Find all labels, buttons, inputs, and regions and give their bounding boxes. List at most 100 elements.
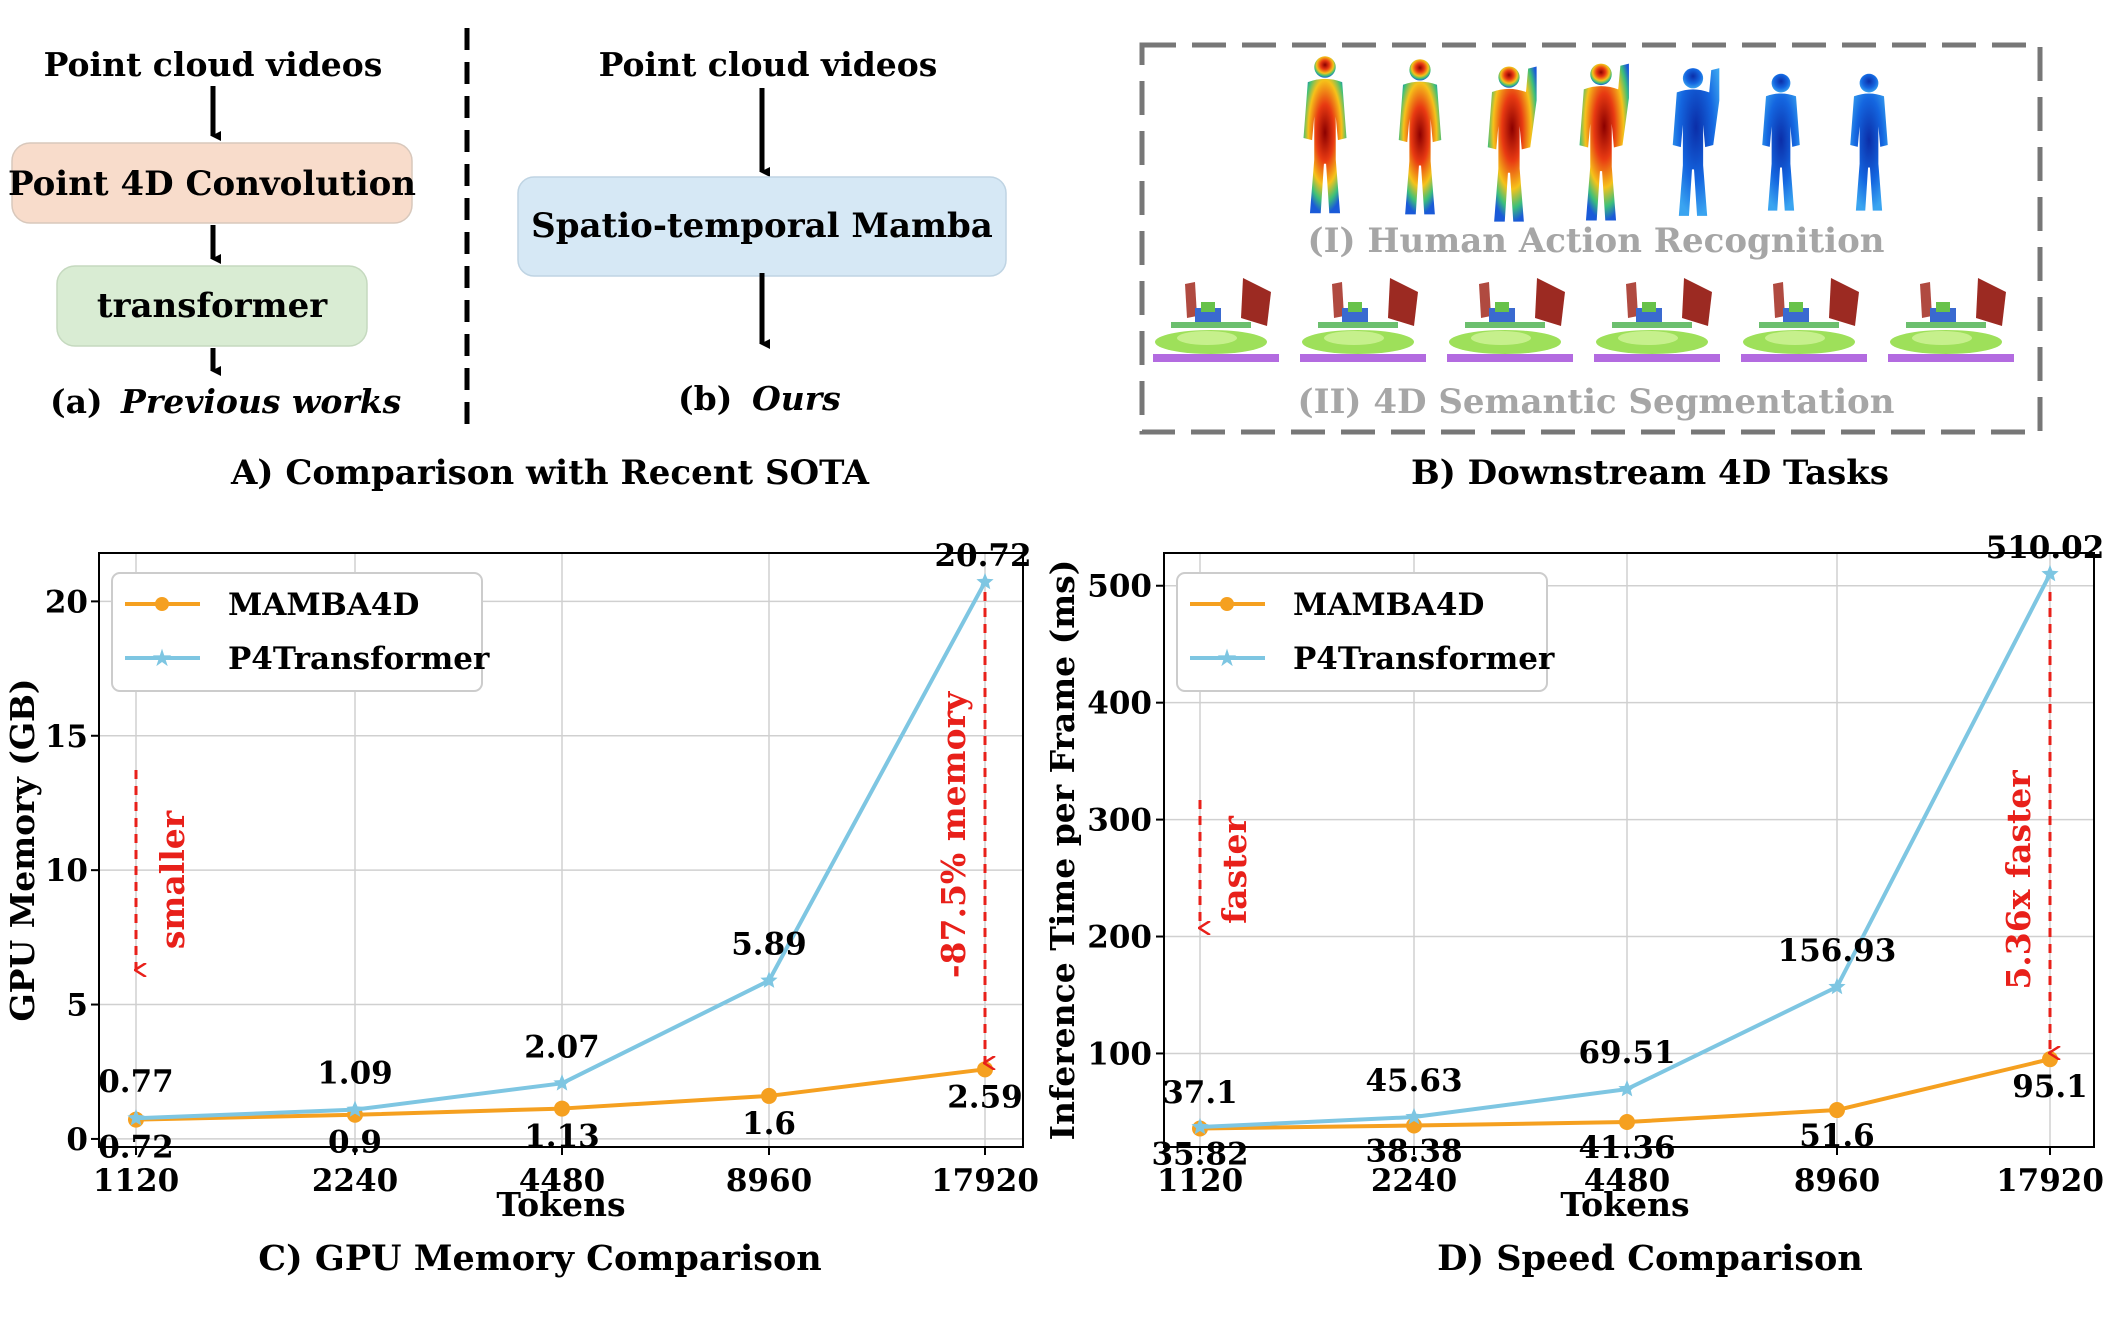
chart-d-point-p4transformer <box>1828 977 1846 995</box>
chart-d-legend-mamba-marker <box>1220 597 1234 611</box>
chart-c-legend-mamba-marker <box>155 597 169 611</box>
chart-c-data-label-p4transformer: 5.89 <box>731 927 807 963</box>
panel-a-caption: A) Comparison with Recent SOTA <box>230 453 870 493</box>
chart-c-ytick-label: 0 <box>66 1122 88 1158</box>
chart-d-ytick-label: 400 <box>1087 686 1152 722</box>
human-figure-4 <box>1579 63 1629 221</box>
chart-c-point-p4transformer <box>760 971 778 988</box>
chart-c-legend-mamba-label: MAMBA4D <box>228 587 419 623</box>
chart-c-data-label-p4transformer: 1.09 <box>317 1056 393 1092</box>
chart-d-point-mamba4d <box>1619 1114 1635 1131</box>
panel-a-right-tag: (b) <box>678 379 732 418</box>
scene-frame-1 <box>1153 278 1279 362</box>
chart-d-data-label-mamba4d: 35.82 <box>1151 1137 1248 1173</box>
chart-d-data-label-mamba4d: 51.6 <box>1799 1118 1875 1154</box>
panel-a-right-caption: Ours <box>752 379 841 418</box>
human-figure-5 <box>1672 68 1720 216</box>
chart-d-data-label-p4transformer: 510.02 <box>1986 530 2105 566</box>
chart-gpu-memory: 1120 2240 4480 8960 17920 0 5 10 15 20 0.72 0.9 1.1… <box>3 538 1039 1279</box>
chart-d-xlabel: Tokens <box>1560 1185 1689 1224</box>
panel-b-frame <box>1139 42 2043 435</box>
chart-d-point-p4transformer <box>2041 565 2059 582</box>
chart-d-xtick-label: 2240 <box>1371 1163 1457 1199</box>
chart-c-ylabel: GPU Memory (GB) <box>3 678 42 1021</box>
chart-c-point-p4transformer <box>127 1109 145 1126</box>
conv-box-label: Point 4D Convolution <box>8 164 416 204</box>
chart-d-point-mamba4d <box>1829 1102 1845 1119</box>
human-figure-3 <box>1487 66 1537 222</box>
chart-c-smaller-text: smaller <box>153 810 192 949</box>
transformer-box <box>56 265 368 347</box>
chart-c-ytick-label: 10 <box>45 853 88 889</box>
chart-c-data-label-mamba4d: 2.59 <box>947 1079 1023 1115</box>
chart-d-ylabel: Inference Time per Frame (ms) <box>1043 560 1082 1141</box>
chart-d-ytick-label: 500 <box>1087 569 1152 605</box>
chart-d-faster-text: faster <box>1215 816 1254 924</box>
chart-d-ytick-label: 100 <box>1087 1036 1152 1072</box>
human-figure-1 <box>1303 56 1347 214</box>
chart-d-speed-text: 5.36x faster <box>1999 770 2038 990</box>
panel-a-left-caption: Previous works <box>120 382 401 421</box>
chart-d-legend-mamba-label: MAMBA4D <box>1293 587 1484 623</box>
mamba-box-label: Spatio-temporal Mamba <box>531 206 993 246</box>
chart-d-point-mamba4d <box>2042 1051 2058 1068</box>
chart-c-data-label-mamba4d: 1.6 <box>742 1106 796 1142</box>
chart-c-xtick-label: 2240 <box>312 1163 398 1199</box>
chart-c-xtick-label: 4480 <box>519 1163 605 1199</box>
chart-d-data-label-p4transformer: 37.1 <box>1162 1075 1238 1111</box>
transformer-box-label: transformer <box>97 286 328 326</box>
panel-b-caption: B) Downstream 4D Tasks <box>1411 453 1889 493</box>
chart-c-data-label-p4transformer: 0.77 <box>98 1064 174 1100</box>
chart-c-data-label-mamba4d: 1.13 <box>524 1119 600 1155</box>
human-figure-7 <box>1850 73 1888 211</box>
chart-c-point-mamba4d <box>977 1061 993 1078</box>
chart-d-point-p4transformer <box>1191 1118 1209 1135</box>
scene-frame-3 <box>1447 278 1573 362</box>
chart-c-point-p4transformer <box>976 573 994 590</box>
chart-c-legend-p4t-marker: ★ <box>151 644 173 672</box>
chart-d-data-label-mamba4d: 38.38 <box>1365 1134 1462 1170</box>
panel-b: (I) Human Action Recognition (II) 4D Sem… <box>1139 42 2043 493</box>
chart-c-point-mamba4d <box>761 1087 777 1104</box>
chart-speed: 1120 2240 4480 8960 17920 100 200 300 400 500 35.… <box>1043 530 2104 1279</box>
chart-d-legend-p4t-label: P4Transformer <box>1293 641 1555 677</box>
conv-box <box>11 142 413 224</box>
chart-d-ytick-label: 300 <box>1087 803 1152 839</box>
chart-c-xlabel: Tokens <box>496 1185 625 1224</box>
chart-c-data-label-p4transformer: 20.72 <box>934 538 1031 574</box>
chart-d-xtick-label: 17920 <box>1996 1163 2104 1199</box>
chart-d-ytick-label: 200 <box>1087 920 1152 956</box>
scene-frame-4 <box>1594 278 1720 362</box>
chart-d-legend <box>1176 572 1548 692</box>
chart-d-data-label-p4transformer: 156.93 <box>1778 933 1897 969</box>
scene-point-clouds <box>1153 278 2014 362</box>
chart-d-data-label-mamba4d: 41.36 <box>1578 1130 1675 1166</box>
chart-d-legend-p4t-marker: ★ <box>1216 644 1238 672</box>
chart-c-point-p4transformer <box>346 1100 364 1117</box>
chart-d-data-label-p4transformer: 45.63 <box>1365 1063 1462 1099</box>
human-point-clouds <box>1303 56 1888 222</box>
chart-c-data-label-mamba4d: 0.9 <box>328 1125 382 1161</box>
panel-a-left-tag: (a) <box>50 382 103 421</box>
panel-a-right-input: Point cloud videos <box>599 45 938 84</box>
chart-c-ytick-label: 5 <box>66 988 88 1024</box>
scene-frame-5 <box>1741 278 1867 362</box>
chart-c-xtick-label: 1120 <box>93 1163 179 1199</box>
chart-d-xtick-label: 1120 <box>1157 1163 1243 1199</box>
chart-c-point-p4transformer <box>553 1074 571 1091</box>
chart-c-xtick-label: 17920 <box>931 1163 1039 1199</box>
chart-c-ytick-label: 15 <box>45 719 88 755</box>
chart-d-data-label-p4transformer: 69.51 <box>1578 1035 1675 1071</box>
scene-frame-6 <box>1888 278 2014 362</box>
task-2-label: (II) 4D Semantic Segmentation <box>1298 382 1895 422</box>
chart-d-point-p4transformer <box>1618 1080 1636 1097</box>
chart-c-ytick-label: 20 <box>45 584 88 620</box>
chart-c-data-label-p4transformer: 2.07 <box>524 1029 600 1065</box>
chart-c-legend-p4t-label: P4Transformer <box>228 641 490 677</box>
chart-c-point-mamba4d <box>554 1100 570 1117</box>
chart-c-memory-text: -87.5% memory <box>934 691 973 978</box>
human-figure-2 <box>1398 59 1442 215</box>
chart-d-xtick-label: 4480 <box>1584 1163 1670 1199</box>
chart-d-point-p4transformer <box>1405 1108 1423 1125</box>
chart-d-data-label-mamba4d: 95.1 <box>2012 1069 2088 1105</box>
